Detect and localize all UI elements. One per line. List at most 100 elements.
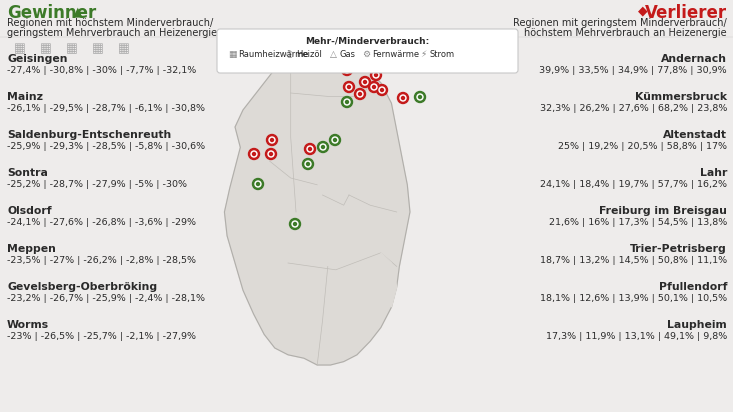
- Circle shape: [380, 89, 383, 91]
- Circle shape: [251, 151, 257, 157]
- Text: Andernach: Andernach: [661, 54, 727, 64]
- Circle shape: [252, 152, 256, 155]
- Text: 21,6% | 16% | 17,3% | 54,5% | 13,8%: 21,6% | 16% | 17,3% | 54,5% | 13,8%: [549, 218, 727, 227]
- Text: ▦: ▦: [92, 42, 104, 55]
- Circle shape: [373, 72, 379, 78]
- Circle shape: [345, 68, 348, 72]
- Circle shape: [402, 96, 405, 100]
- Circle shape: [345, 101, 348, 103]
- Text: Saldenburg-Entschenreuth: Saldenburg-Entschenreuth: [7, 130, 172, 140]
- Text: -23,5% | -27% | -26,2% | -2,8% | -28,5%: -23,5% | -27% | -26,2% | -2,8% | -28,5%: [7, 256, 196, 265]
- Circle shape: [355, 89, 366, 100]
- Text: Regionen mit höchstem Minderverbrauch/: Regionen mit höchstem Minderverbrauch/: [7, 18, 213, 28]
- Text: Verlierer: Verlierer: [645, 4, 727, 22]
- Text: Fernwärme: Fernwärme: [372, 50, 419, 59]
- Circle shape: [344, 67, 350, 73]
- Circle shape: [358, 93, 361, 96]
- Polygon shape: [381, 253, 397, 307]
- Circle shape: [417, 94, 423, 100]
- Text: Olsdorf: Olsdorf: [7, 206, 51, 216]
- Text: -23% | -26,5% | -25,7% | -2,1% | -27,9%: -23% | -26,5% | -25,7% | -2,1% | -27,9%: [7, 332, 196, 341]
- Circle shape: [307, 146, 313, 152]
- Circle shape: [397, 93, 408, 103]
- Circle shape: [330, 134, 341, 145]
- Text: ▦: ▦: [471, 42, 483, 55]
- Text: Freiburg im Breisgau: Freiburg im Breisgau: [599, 206, 727, 216]
- Text: Mehr-/Minderverbrauch:: Mehr-/Minderverbrauch:: [306, 36, 430, 45]
- Text: Strom: Strom: [430, 50, 455, 59]
- Text: ▦: ▦: [497, 42, 509, 55]
- Circle shape: [347, 86, 350, 89]
- Text: ⚙: ⚙: [362, 50, 370, 59]
- Text: ◆: ◆: [638, 4, 648, 17]
- Circle shape: [292, 221, 298, 227]
- Text: Gewinner: Gewinner: [7, 4, 96, 22]
- Circle shape: [306, 162, 309, 166]
- Text: ⚡: ⚡: [420, 50, 427, 59]
- Circle shape: [265, 148, 276, 159]
- Circle shape: [304, 143, 315, 154]
- Text: Gevelsberg-Oberbröking: Gevelsberg-Oberbröking: [7, 282, 157, 292]
- Text: Gas: Gas: [340, 50, 356, 59]
- Text: 32,3% | 26,2% | 27,6% | 68,2% | 23,8%: 32,3% | 26,2% | 27,6% | 68,2% | 23,8%: [539, 104, 727, 113]
- Text: Raumheizwärme: Raumheizwärme: [238, 50, 309, 59]
- Circle shape: [257, 183, 259, 185]
- Circle shape: [322, 145, 325, 148]
- Circle shape: [303, 159, 314, 169]
- Circle shape: [375, 73, 377, 77]
- Circle shape: [342, 96, 353, 108]
- Circle shape: [309, 147, 312, 150]
- Text: Meppen: Meppen: [7, 244, 56, 254]
- Circle shape: [248, 148, 259, 159]
- Circle shape: [372, 86, 375, 89]
- Text: 18,7% | 13,2% | 14,5% | 50,8% | 11,1%: 18,7% | 13,2% | 14,5% | 50,8% | 11,1%: [540, 256, 727, 265]
- Text: Laupheim: Laupheim: [667, 320, 727, 330]
- Circle shape: [359, 77, 370, 87]
- Text: -26,1% | -29,5% | -28,7% | -6,1% | -30,8%: -26,1% | -29,5% | -28,7% | -6,1% | -30,8…: [7, 104, 205, 113]
- Polygon shape: [320, 42, 331, 52]
- Text: ▦: ▦: [118, 42, 130, 55]
- Text: Lahr: Lahr: [699, 168, 727, 178]
- Text: ▦: ▦: [40, 42, 52, 55]
- Text: ▦: ▦: [66, 42, 78, 55]
- Circle shape: [268, 151, 274, 157]
- Text: Worms: Worms: [7, 320, 49, 330]
- Circle shape: [270, 138, 273, 141]
- Polygon shape: [224, 42, 410, 365]
- Text: Altenstadt: Altenstadt: [663, 130, 727, 140]
- Circle shape: [290, 218, 301, 229]
- Text: ▦: ▦: [14, 42, 26, 55]
- Circle shape: [370, 70, 381, 80]
- Text: geringstem Mehrverbrauch an Heizenergie: geringstem Mehrverbrauch an Heizenergie: [7, 28, 217, 38]
- Text: 17,3% | 11,9% | 13,1% | 49,1% | 9,8%: 17,3% | 11,9% | 13,1% | 49,1% | 9,8%: [546, 332, 727, 341]
- Circle shape: [270, 152, 273, 155]
- Text: △: △: [330, 50, 337, 59]
- Circle shape: [255, 181, 261, 187]
- Text: Trier-Petrisberg: Trier-Petrisberg: [630, 244, 727, 254]
- Text: 25% | 19,2% | 20,5% | 58,8% | 17%: 25% | 19,2% | 20,5% | 58,8% | 17%: [558, 142, 727, 151]
- Text: 39,9% | 33,5% | 34,9% | 77,8% | 30,9%: 39,9% | 33,5% | 34,9% | 77,8% | 30,9%: [539, 66, 727, 75]
- Text: Sontra: Sontra: [7, 168, 48, 178]
- Circle shape: [419, 96, 421, 98]
- Text: Kümmersbruck: Kümmersbruck: [635, 92, 727, 102]
- Circle shape: [344, 99, 350, 105]
- Circle shape: [377, 84, 388, 96]
- Text: ▦: ▦: [445, 42, 457, 55]
- Circle shape: [400, 95, 406, 101]
- Circle shape: [317, 141, 328, 152]
- Circle shape: [334, 138, 336, 141]
- Text: ▲: ▲: [73, 5, 83, 18]
- Text: ▦: ▦: [228, 50, 237, 59]
- Text: Geisingen: Geisingen: [7, 54, 67, 64]
- Text: -24,1% | -27,6% | -26,8% | -3,6% | -29%: -24,1% | -27,6% | -26,8% | -3,6% | -29%: [7, 218, 196, 227]
- Circle shape: [364, 80, 366, 84]
- Circle shape: [342, 65, 353, 75]
- Circle shape: [320, 144, 326, 150]
- Text: -25,9% | -29,3% | -28,5% | -5,8% | -30,6%: -25,9% | -29,3% | -28,5% | -5,8% | -30,6…: [7, 142, 205, 151]
- Text: Mainz: Mainz: [7, 92, 43, 102]
- Circle shape: [371, 84, 377, 90]
- FancyBboxPatch shape: [217, 29, 518, 73]
- Circle shape: [252, 178, 263, 190]
- Text: Heizöl: Heizöl: [296, 50, 322, 59]
- Text: -25,2% | -28,7% | -27,9% | -5% | -30%: -25,2% | -28,7% | -27,9% | -5% | -30%: [7, 180, 187, 189]
